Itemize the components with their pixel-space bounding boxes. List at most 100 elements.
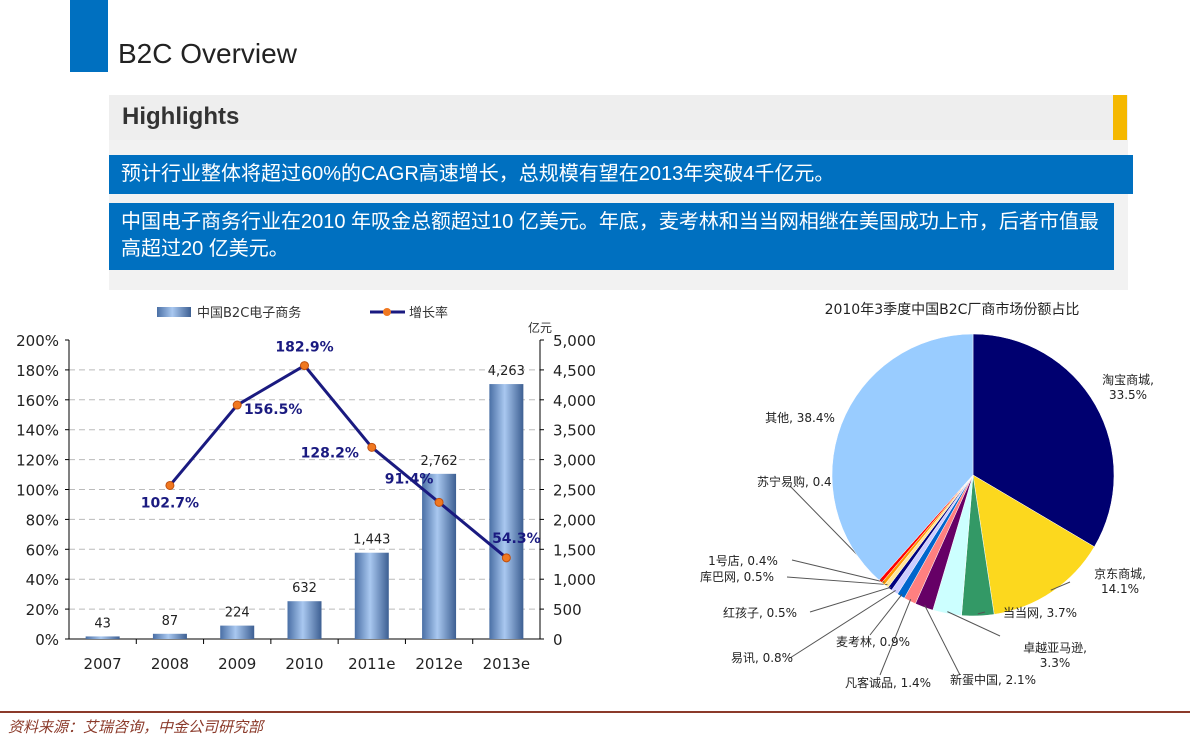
pie-label-value: 14.1% [1101,582,1139,596]
footer-divider [0,711,1190,713]
right-tick-label: 500 [553,601,582,619]
title-accent-block [70,0,108,72]
pie-label: 当当网, 3.7% [1003,606,1077,620]
bar [354,552,389,639]
pie-leader-line [1050,581,1071,591]
highlights-header [109,95,1128,140]
bar-value-label: 4,263 [488,364,525,379]
pie-slice [972,333,1115,548]
left-tick-label: 180% [16,362,59,380]
highlights-label: Highlights [122,103,240,130]
right-tick-label: 1,500 [553,541,596,559]
bar-value-label: 1,443 [353,533,390,548]
pie-leader-line [924,605,961,676]
right-axis-unit: 亿元 [528,320,552,335]
pie-label-value: 3.3% [1040,656,1071,670]
growth-marker [232,400,242,410]
pie-leader-line [786,576,888,586]
right-tick-label: 3,500 [553,422,596,440]
growth-marker [300,361,309,371]
pie-leader-line [791,559,885,583]
pie-label: 库巴网, 0.5% [700,569,774,584]
legend-bar-label: 中国B2C电子商务 [197,305,301,321]
growth-label: 128.2% [301,445,359,461]
legend-bar-swatch [157,307,191,317]
pie-label: 苏宁易购, 0.4% [757,474,843,489]
pie-leader-line [947,611,1001,637]
left-tick-label: 160% [16,392,59,410]
x-tick-label: 2013e [483,655,530,673]
right-tick-label: 3,000 [553,452,596,470]
pie-label: 新蛋中国, 2.1% [950,672,1036,687]
pie-leader-line [789,590,896,659]
bar-value-label: 87 [162,614,179,629]
left-tick-label: 20% [26,601,59,619]
growth-line [168,363,508,559]
pie-leader-line [809,586,892,613]
left-tick-label: 0% [35,631,59,649]
bar-value-label: 632 [292,581,317,596]
pie-leader-line [879,599,912,676]
growth-label: 91.4% [385,471,434,487]
x-tick-label: 2012e [415,655,462,673]
right-tick-label: 2,000 [553,511,596,529]
left-tick-label: 60% [26,541,59,559]
pie-label: 易讯, 0.8% [731,651,793,665]
growth-label: 54.3% [492,531,541,547]
left-tick-label: 140% [16,422,59,440]
bar-value-label: 2,762 [420,454,457,469]
left-tick-label: 100% [16,482,59,500]
x-tick-label: 2008 [151,655,189,673]
bar [85,636,120,639]
pie-label-value: 33.5% [1109,388,1147,402]
left-tick-label: 80% [26,511,59,529]
right-tick-label: 2,500 [553,482,596,500]
pie-label: 凡客诚品, 1.4% [845,675,931,690]
legend-line-label: 增长率 [409,305,448,321]
left-tick-label: 120% [16,452,59,470]
growth-marker [434,497,444,507]
growth-marker [367,442,377,452]
page-title: B2C Overview [118,38,297,69]
growth-label: 102.7% [141,495,199,511]
bar [220,625,255,639]
pie-label: 其他, 38.4% [765,411,835,425]
right-tick-label: 0 [553,631,563,649]
growth-marker [165,480,175,490]
bar [287,601,322,639]
pie-label: 麦考林, 0.9% [836,635,910,649]
x-tick-label: 2010 [285,655,323,673]
x-tick-label: 2011e [348,655,395,673]
legend-line-marker [383,308,391,316]
right-tick-label: 5,000 [553,332,596,350]
pie-leader-line [869,594,903,636]
bar [489,384,524,639]
pie-slice [972,474,1095,615]
pie-leader-line [977,611,986,615]
bar [152,633,187,639]
right-tick-label: 4,500 [553,362,596,380]
growth-label: 182.9% [275,340,333,356]
pie-label: 卓越亚马逊, [1023,641,1087,655]
pie-label: 1号店, 0.4% [708,554,778,568]
pie-label: 红孩子, 0.5% [723,605,797,620]
bar-value-label: 43 [94,616,111,631]
bar-value-label: 224 [225,606,250,621]
pie-title: 2010年3季度中国B2C厂商市场份额占比 [825,301,1080,318]
highlights-accent-bar [1113,95,1127,140]
highlight-bullet-2: 中国电子商务行业在2010 年吸金总额超过10 亿美元。年底，麦考林和当当网相继… [109,203,1114,270]
left-tick-label: 200% [16,332,59,350]
right-tick-label: 4,000 [553,392,596,410]
x-tick-label: 2007 [84,655,122,673]
left-tick-label: 40% [26,571,59,589]
x-tick-label: 2009 [218,655,256,673]
source-note: 资料来源：艾瑞咨询，中金公司研究部 [8,718,264,736]
pie-label: 淘宝商城, [1102,372,1154,387]
pie-label: 京东商城, [1094,566,1146,581]
growth-label: 156.5% [244,402,302,418]
highlight-bullet-1: 预计行业整体将超过60%的CAGR高速增长，总规模有望在2013年突破4千亿元。 [109,155,1133,194]
growth-marker [501,553,511,563]
pie-slice [831,333,974,581]
right-tick-label: 1,000 [553,571,596,589]
